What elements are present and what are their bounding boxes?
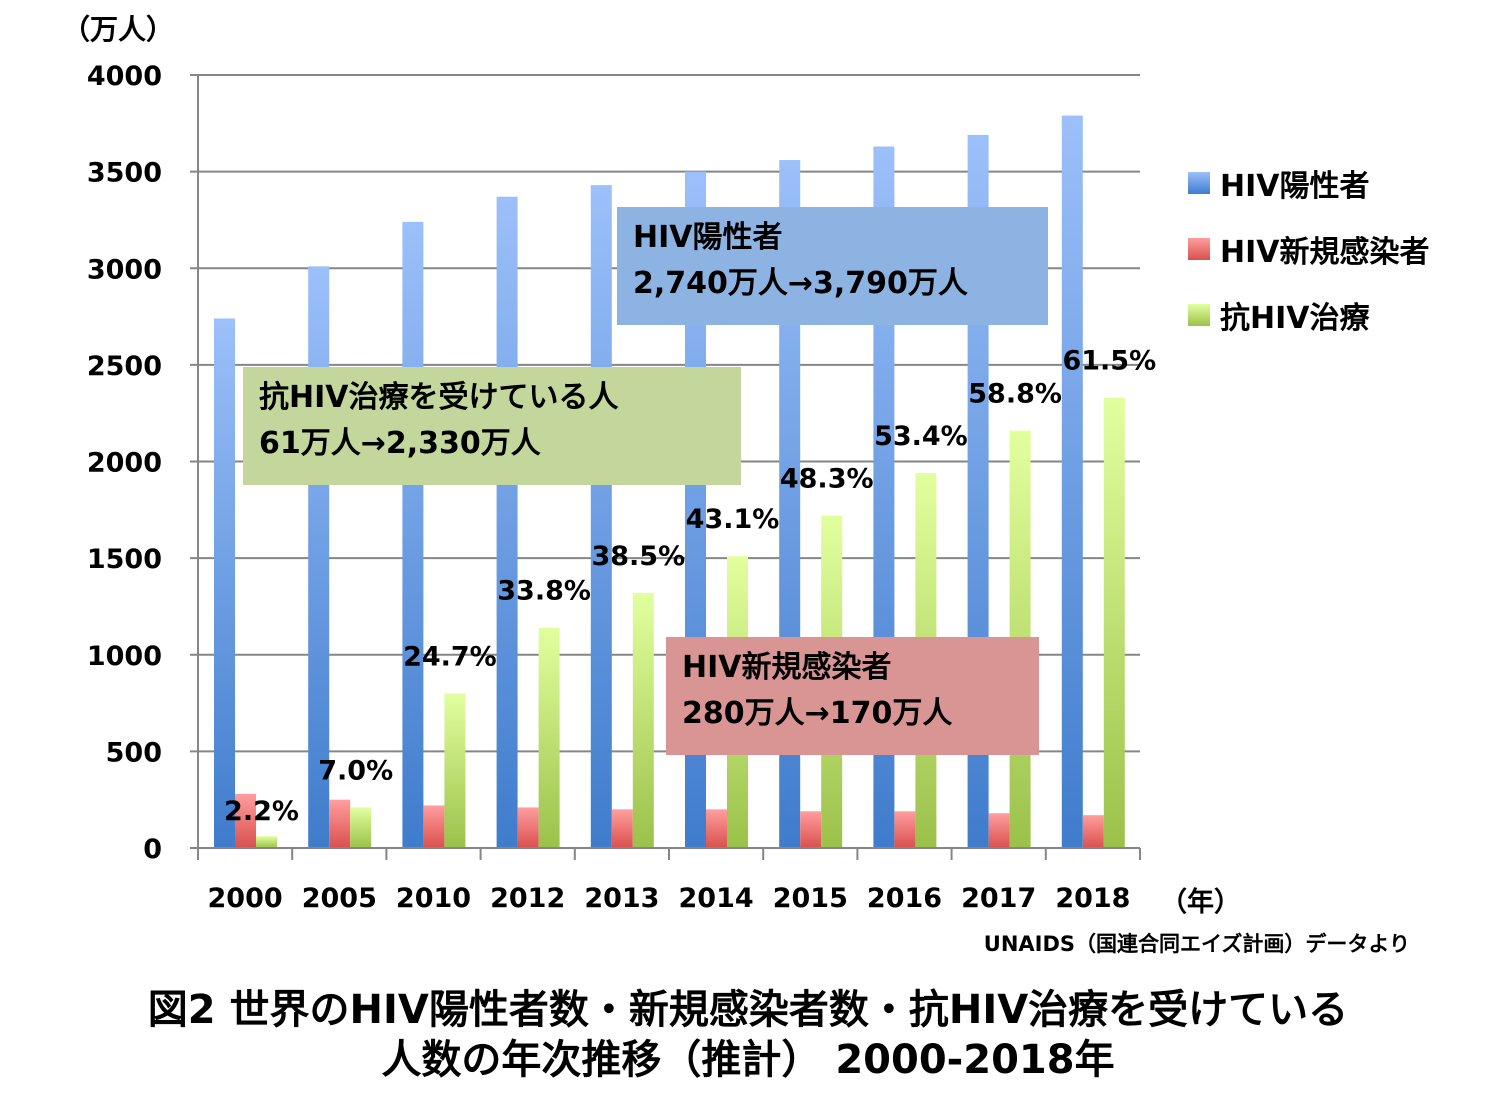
- bar-new-infections-2000: [235, 793, 256, 848]
- data-label: 33.8%: [497, 576, 591, 607]
- data-label: 2.2%: [224, 796, 299, 827]
- bar-new-infections-2016: [894, 811, 916, 848]
- figure-title: 図2 世界のHIV陽性者数・新規感染者数・抗HIV治療を受けている 人数の年次推…: [0, 985, 1496, 1085]
- bar-new-infections-2010: [423, 805, 445, 848]
- bar-positive-2013: [590, 185, 612, 849]
- bar-new-infections-2017: [988, 813, 1010, 848]
- bar-positive-2010: [402, 221, 424, 848]
- data-label: 61.5%: [1062, 346, 1156, 377]
- data-label: 53.4%: [874, 421, 968, 452]
- y-axis-unit-label: （万人）: [62, 13, 175, 46]
- data-label: 48.3%: [780, 464, 874, 495]
- y-tick-label: 0: [143, 834, 162, 865]
- data-label: 43.1%: [686, 504, 780, 535]
- bar-treatment-2010: [444, 693, 466, 848]
- data-label: 7.0%: [318, 755, 393, 786]
- annotation-title: HIV陽性者: [633, 220, 783, 255]
- bar-treatment-2012: [538, 627, 560, 848]
- bar-new-infections-2014: [706, 809, 727, 848]
- legend-item-positive: HIV陽性者: [1188, 150, 1430, 216]
- annotation-treatment: 抗HIV治療を受けている人 61万人→2,330万人: [243, 367, 741, 485]
- y-tick-label: 2500: [87, 351, 162, 382]
- annotation-positive: HIV陽性者 2,740万人→3,790万人: [617, 207, 1048, 325]
- labels: 0 500 1000 1500 2000 2500 3000 3500 4000 2000 2005…: [87, 61, 1156, 914]
- legend-swatch-red: [1188, 238, 1210, 260]
- annotation-value: 280万人→170万人: [682, 696, 953, 731]
- bar-new-infections-2012: [517, 807, 539, 848]
- annotation-title: 抗HIV治療を受けている人: [259, 380, 619, 415]
- x-tick-label: 2013: [584, 883, 659, 914]
- y-tick-label: 4000: [87, 61, 162, 92]
- bar-treatment-2000: [256, 836, 277, 848]
- data-label: 38.5%: [591, 541, 685, 572]
- x-tick-label: 2017: [961, 883, 1036, 914]
- legend-label: HIV新規感染者: [1220, 235, 1430, 270]
- data-label: 24.7%: [403, 641, 497, 672]
- annotation-title: HIV新規感染者: [682, 650, 892, 685]
- bar-positive-2012: [496, 196, 518, 848]
- x-tick-label: 2014: [679, 883, 754, 914]
- bar-new-infections-2015: [800, 811, 822, 848]
- legend-label: HIV陽性者: [1220, 169, 1370, 204]
- bar-treatment-2005: [350, 807, 372, 848]
- legend: HIV陽性者 HIV新規感染者 抗HIV治療: [1188, 150, 1430, 348]
- x-tick-label: 2010: [396, 883, 471, 914]
- figure-title-line-2: 人数の年次推移（推計） 2000-2018年: [381, 1037, 1115, 1083]
- bar-treatment-2018: [1103, 397, 1125, 848]
- annotation-value: 2,740万人→3,790万人: [633, 266, 968, 301]
- y-tick-label: 2000: [87, 448, 162, 479]
- bar-positive-2018: [1061, 115, 1083, 848]
- legend-item-new-infections: HIV新規感染者: [1188, 216, 1430, 282]
- x-axis-unit-label: （年）: [1160, 887, 1241, 918]
- x-tick-label: 2018: [1055, 883, 1130, 914]
- bar-new-infections-2018: [1082, 815, 1104, 848]
- data-label: 58.8%: [968, 379, 1062, 410]
- y-tick-label: 3500: [87, 158, 162, 189]
- y-tick-label: 3000: [87, 254, 162, 285]
- annotation-value: 61万人→2,330万人: [259, 426, 541, 461]
- legend-swatch-blue: [1188, 172, 1210, 194]
- data-source: UNAIDS（国連合同エイズ計画）データより: [983, 932, 1410, 956]
- bar-new-infections-2005: [329, 799, 351, 848]
- legend-item-treatment: 抗HIV治療: [1188, 282, 1430, 348]
- bar-treatment-2013: [632, 592, 654, 848]
- y-tick-label: 1000: [87, 641, 162, 672]
- x-tick-label: 2015: [773, 883, 848, 914]
- x-tick-label: 2005: [302, 883, 377, 914]
- y-tick-label: 1500: [87, 544, 162, 575]
- figure-title-line-1: 図2 世界のHIV陽性者数・新規感染者数・抗HIV治療を受けている: [147, 987, 1349, 1033]
- x-tick-label: 2016: [867, 883, 942, 914]
- bar-positive-2000: [214, 318, 235, 848]
- legend-swatch-green: [1188, 304, 1210, 326]
- x-tick-label: 2000: [208, 883, 283, 914]
- legend-label: 抗HIV治療: [1220, 301, 1370, 336]
- y-tick-label: 500: [106, 737, 162, 768]
- bar-new-infections-2013: [611, 809, 633, 848]
- axes: [190, 74, 1141, 860]
- annotation-new-infections: HIV新規感染者 280万人→170万人: [666, 637, 1039, 755]
- x-tick-label: 2012: [490, 883, 565, 914]
